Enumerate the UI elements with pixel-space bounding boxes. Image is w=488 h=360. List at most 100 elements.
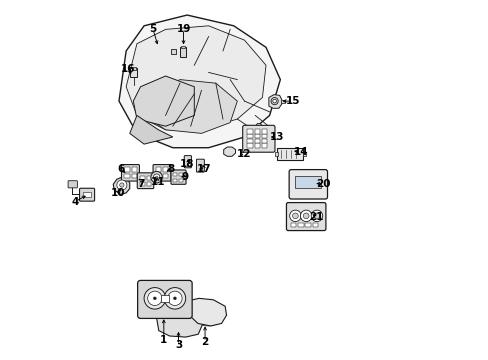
Circle shape xyxy=(303,213,308,219)
FancyBboxPatch shape xyxy=(80,188,94,201)
Circle shape xyxy=(272,99,276,103)
Text: 18: 18 xyxy=(180,159,194,169)
Bar xyxy=(131,174,137,178)
Circle shape xyxy=(117,180,126,190)
Bar xyxy=(124,167,129,172)
Text: 11: 11 xyxy=(150,177,164,187)
Bar xyxy=(281,100,285,103)
Text: 21: 21 xyxy=(308,212,323,221)
Text: 1: 1 xyxy=(160,334,167,345)
Bar xyxy=(179,173,183,176)
Bar xyxy=(83,192,90,197)
Text: 5: 5 xyxy=(149,24,156,35)
Bar xyxy=(163,167,168,172)
Text: 20: 20 xyxy=(316,179,330,189)
Text: 3: 3 xyxy=(175,340,182,350)
Polygon shape xyxy=(113,177,129,194)
Circle shape xyxy=(164,288,185,309)
Circle shape xyxy=(310,210,322,222)
Bar xyxy=(146,182,151,186)
Polygon shape xyxy=(126,26,265,130)
Polygon shape xyxy=(133,76,194,126)
Bar xyxy=(156,167,161,172)
Text: 12: 12 xyxy=(237,149,251,159)
Bar xyxy=(261,134,267,138)
Polygon shape xyxy=(254,123,263,127)
Text: 9: 9 xyxy=(182,172,188,182)
Bar xyxy=(302,152,305,156)
Circle shape xyxy=(173,297,176,300)
Bar xyxy=(131,67,136,70)
Bar xyxy=(305,223,310,226)
Bar xyxy=(131,167,137,172)
Text: 13: 13 xyxy=(269,132,284,142)
Bar xyxy=(170,49,176,54)
Circle shape xyxy=(153,174,160,180)
Circle shape xyxy=(151,171,162,183)
Circle shape xyxy=(313,213,319,219)
Bar xyxy=(124,174,129,178)
Circle shape xyxy=(153,297,156,300)
FancyBboxPatch shape xyxy=(153,165,171,181)
Bar xyxy=(163,174,168,178)
Circle shape xyxy=(155,176,158,178)
Polygon shape xyxy=(119,15,280,148)
Bar xyxy=(254,129,260,134)
Bar xyxy=(261,129,267,134)
Bar xyxy=(247,129,253,134)
Bar xyxy=(160,296,169,302)
Bar xyxy=(294,176,321,188)
Circle shape xyxy=(300,210,311,222)
Bar xyxy=(290,223,296,226)
Circle shape xyxy=(289,210,301,222)
Bar xyxy=(254,143,260,148)
Text: 10: 10 xyxy=(111,188,125,198)
FancyBboxPatch shape xyxy=(196,159,204,172)
Bar xyxy=(247,143,253,148)
Polygon shape xyxy=(188,298,226,326)
Text: 4: 4 xyxy=(71,197,79,207)
Text: 14: 14 xyxy=(293,147,308,157)
Polygon shape xyxy=(144,80,237,134)
FancyBboxPatch shape xyxy=(68,181,77,188)
Circle shape xyxy=(270,98,278,105)
FancyBboxPatch shape xyxy=(171,170,185,184)
FancyBboxPatch shape xyxy=(121,165,139,181)
FancyBboxPatch shape xyxy=(242,125,274,152)
Polygon shape xyxy=(156,312,203,337)
Polygon shape xyxy=(268,95,281,108)
Bar xyxy=(181,46,184,48)
Bar xyxy=(156,174,161,178)
Bar xyxy=(140,176,144,180)
Bar xyxy=(179,179,183,182)
Bar xyxy=(180,47,186,57)
Circle shape xyxy=(120,183,124,187)
Bar xyxy=(254,134,260,138)
Bar xyxy=(173,179,177,182)
Bar xyxy=(254,139,260,143)
Bar xyxy=(146,176,151,180)
Bar xyxy=(140,182,144,186)
Bar xyxy=(130,68,137,77)
FancyBboxPatch shape xyxy=(137,280,192,319)
FancyBboxPatch shape xyxy=(184,156,191,168)
Text: 6: 6 xyxy=(117,164,124,174)
Polygon shape xyxy=(129,116,172,144)
Circle shape xyxy=(167,291,182,306)
FancyBboxPatch shape xyxy=(286,203,325,230)
Bar xyxy=(274,152,278,156)
Bar xyxy=(247,139,253,143)
FancyBboxPatch shape xyxy=(137,173,153,189)
Bar xyxy=(186,163,189,166)
Bar xyxy=(173,173,177,176)
Text: 15: 15 xyxy=(285,96,300,106)
Text: 16: 16 xyxy=(121,64,135,74)
Bar xyxy=(312,223,317,226)
Polygon shape xyxy=(277,148,303,160)
FancyBboxPatch shape xyxy=(288,170,327,199)
Text: 17: 17 xyxy=(197,164,211,174)
Bar xyxy=(261,143,267,148)
Bar xyxy=(198,168,202,171)
Text: 19: 19 xyxy=(176,24,190,35)
Circle shape xyxy=(147,291,162,306)
